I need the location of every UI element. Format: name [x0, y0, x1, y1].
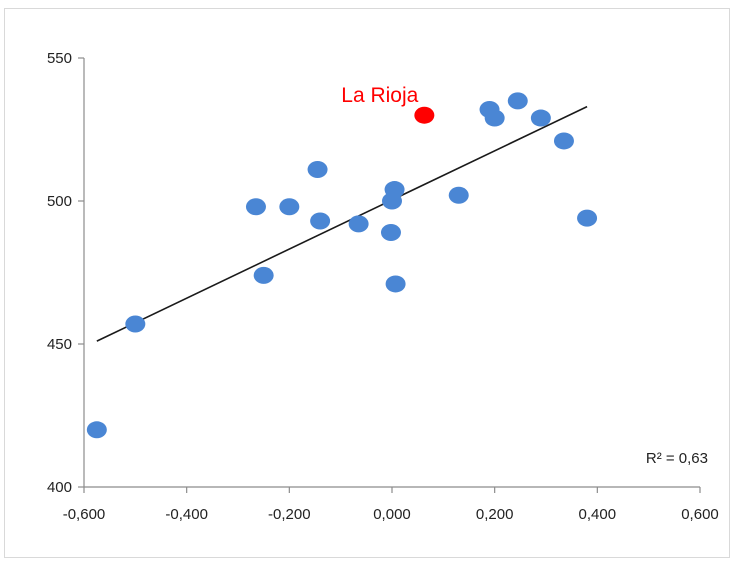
chart-frame: [4, 8, 730, 558]
x-tick-label: -0,400: [165, 506, 208, 523]
r-squared-annotation: R² = 0,63: [646, 450, 708, 467]
data-point: [530, 109, 551, 127]
data-point: [448, 186, 469, 204]
data-point: [484, 109, 505, 127]
data-point: [279, 198, 300, 216]
data-point: [380, 223, 401, 241]
data-point: [384, 181, 405, 199]
axes: 400 450 500 550 -0,600 -0,400 -0,200 0,000 0,200…: [47, 50, 719, 523]
x-tick-label: -0,200: [268, 506, 311, 523]
highlight-label: La Rioja: [341, 84, 418, 107]
x-tick-label: -0,600: [63, 506, 106, 523]
data-point: [307, 161, 328, 179]
highlight-group: La Rioja: [341, 84, 435, 124]
x-tick-label: 0,400: [579, 506, 617, 523]
y-tick-label: 550: [47, 50, 72, 67]
x-tick-label: 0,600: [681, 506, 719, 523]
data-point: [507, 92, 528, 110]
data-point: [553, 132, 574, 150]
trendline: [96, 105, 588, 342]
data-point: [577, 209, 598, 227]
y-tick-label: 400: [47, 479, 72, 496]
highlight-point: [414, 106, 435, 124]
data-point: [385, 275, 406, 293]
data-point: [86, 421, 107, 439]
y-tick-label: 500: [47, 193, 72, 210]
data-point: [348, 215, 369, 233]
points-group: [86, 92, 598, 439]
data-point: [125, 315, 146, 333]
data-point: [310, 212, 331, 230]
data-point: [245, 198, 266, 216]
trendline-group: [96, 105, 588, 342]
y-tick-label: 450: [47, 336, 72, 353]
x-tick-label: 0,000: [373, 506, 411, 523]
data-point: [253, 266, 274, 284]
x-tick-label: 0,200: [476, 506, 514, 523]
